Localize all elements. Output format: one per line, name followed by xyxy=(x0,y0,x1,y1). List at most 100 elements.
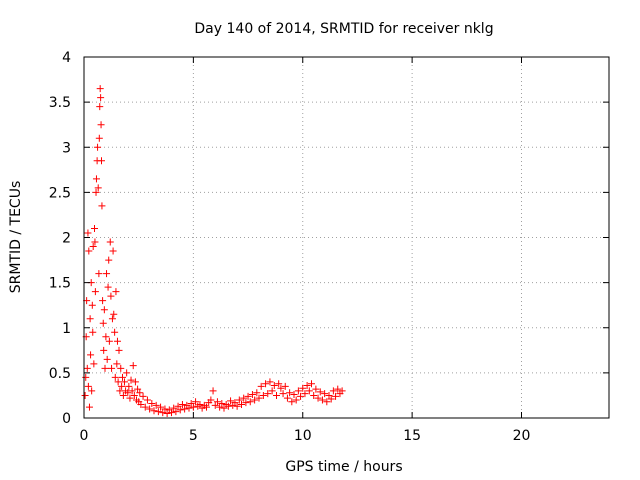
data-point xyxy=(264,390,272,398)
data-point xyxy=(310,391,318,399)
data-point xyxy=(266,378,274,386)
data-point xyxy=(308,380,315,388)
y-tick-label: 4 xyxy=(62,50,71,66)
data-point xyxy=(90,360,98,368)
data-point xyxy=(111,328,119,336)
data-point xyxy=(98,157,105,165)
data-point xyxy=(117,364,125,372)
data-point xyxy=(168,409,175,417)
data-point xyxy=(100,346,108,354)
data-point xyxy=(134,385,142,393)
data-point xyxy=(185,404,193,412)
data-point xyxy=(146,405,154,413)
data-point xyxy=(161,405,169,413)
data-point xyxy=(334,385,342,393)
data-point xyxy=(113,337,121,345)
data-point xyxy=(94,143,102,151)
data-point xyxy=(209,387,217,395)
data-point xyxy=(240,394,248,402)
data-point xyxy=(111,373,119,381)
data-point xyxy=(88,387,96,395)
data-point xyxy=(294,387,302,395)
data-point xyxy=(106,238,114,246)
data-point xyxy=(103,355,111,363)
data-point xyxy=(88,301,96,309)
data-point xyxy=(127,376,135,384)
data-point xyxy=(157,403,165,411)
data-point xyxy=(233,402,241,410)
data-point xyxy=(286,389,294,397)
x-axis-label: GPS time / hours xyxy=(285,459,402,475)
data-point xyxy=(178,400,186,408)
data-point xyxy=(91,238,99,246)
data-point xyxy=(136,389,144,397)
data-point xyxy=(85,403,93,411)
data-point xyxy=(89,328,97,336)
data-point xyxy=(297,392,305,400)
data-point xyxy=(220,404,228,412)
data-point xyxy=(119,391,127,399)
data-point xyxy=(172,408,180,416)
x-tick-label: 20 xyxy=(513,428,531,444)
data-point xyxy=(181,405,189,413)
data-point xyxy=(176,406,184,414)
data-point xyxy=(288,398,296,406)
data-point xyxy=(211,401,219,409)
data-point xyxy=(108,364,116,372)
data-point xyxy=(112,288,120,296)
chart-title: Day 140 of 2014, SRMTID for receiver nkl… xyxy=(194,21,493,37)
x-tick-label: 5 xyxy=(189,428,198,444)
data-point xyxy=(275,380,283,388)
data-point xyxy=(110,310,118,318)
data-point xyxy=(235,396,243,404)
data-point xyxy=(154,408,162,416)
data-point xyxy=(109,247,117,255)
data-point xyxy=(124,389,132,397)
data-point xyxy=(279,390,287,398)
y-tick-label: 0.5 xyxy=(49,366,71,382)
data-point xyxy=(321,390,329,398)
data-point xyxy=(292,396,300,404)
data-point xyxy=(96,103,104,111)
data-point xyxy=(123,369,131,377)
data-point xyxy=(85,247,93,255)
data-point xyxy=(203,403,210,411)
data-point xyxy=(231,399,239,407)
data-point xyxy=(255,394,263,402)
data-point xyxy=(227,397,235,405)
x-tick-label: 0 xyxy=(80,428,89,444)
data-point xyxy=(303,382,311,390)
data-point xyxy=(92,175,100,183)
data-point xyxy=(97,121,105,129)
data-point xyxy=(281,382,289,390)
data-point xyxy=(83,364,91,372)
data-point xyxy=(159,409,167,417)
data-point xyxy=(316,388,324,396)
data-point xyxy=(91,224,98,232)
data-point xyxy=(325,391,333,399)
data-point xyxy=(120,378,128,386)
data-point xyxy=(119,373,126,381)
data-point xyxy=(137,400,145,408)
data-point xyxy=(107,292,115,300)
data-point xyxy=(150,407,158,415)
data-point xyxy=(327,395,335,403)
data-point xyxy=(224,402,232,410)
data-point xyxy=(97,94,105,102)
data-point xyxy=(318,396,326,404)
data-point xyxy=(290,391,298,399)
y-tick-label: 3 xyxy=(62,140,71,156)
data-point xyxy=(148,400,156,408)
data-point xyxy=(113,360,121,368)
data-point xyxy=(299,384,307,392)
plot-frame xyxy=(83,56,610,419)
data-point xyxy=(196,400,204,408)
data-point xyxy=(86,315,94,323)
data-point xyxy=(251,396,259,404)
data-point xyxy=(189,403,197,411)
data-point xyxy=(253,389,261,397)
data-point xyxy=(95,134,103,142)
x-tick-label: 15 xyxy=(403,428,421,444)
data-point xyxy=(242,399,250,407)
